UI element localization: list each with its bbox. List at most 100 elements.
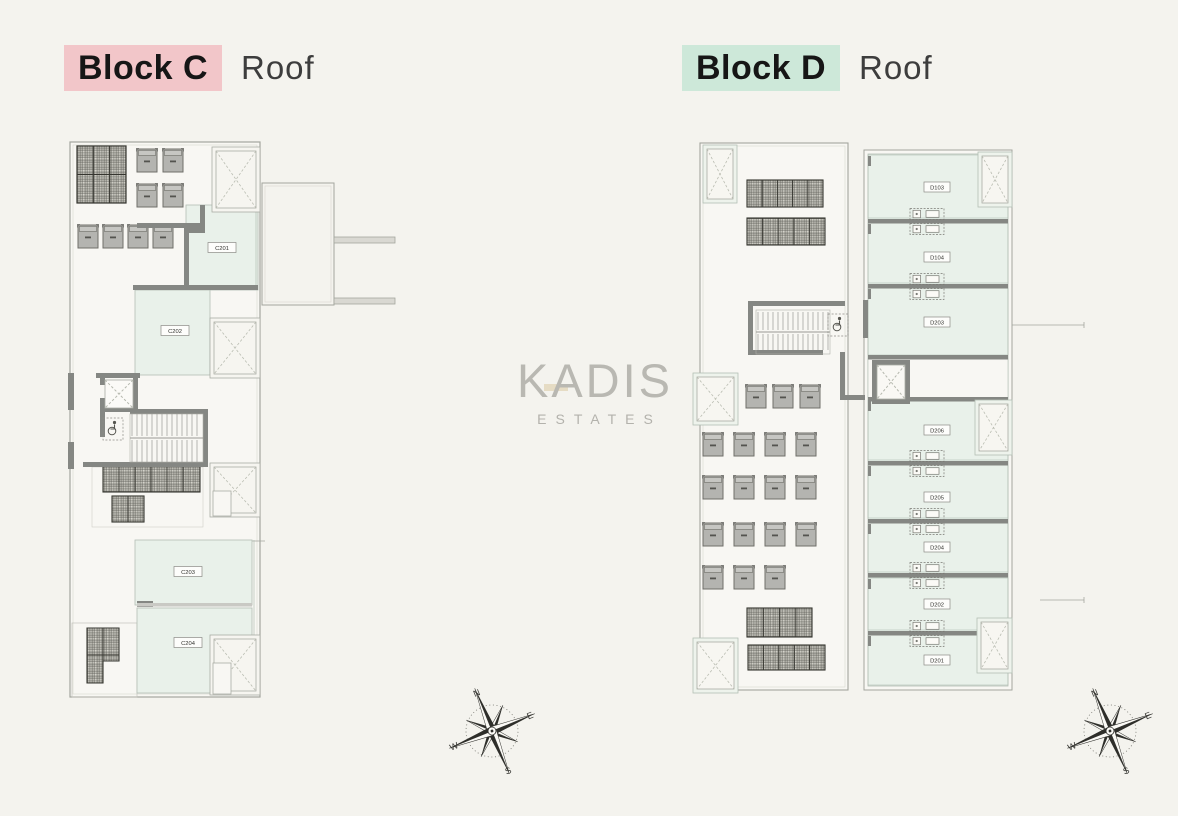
skylight <box>209 317 261 379</box>
skylight <box>976 617 1013 674</box>
room-d202 <box>867 577 1009 631</box>
solar-panel-arrays <box>76 145 201 684</box>
ac-unit <box>701 474 725 500</box>
room-label-text: C203 <box>181 570 195 576</box>
compass-star <box>1050 671 1170 791</box>
kadis-subtitle: ESTATES <box>537 411 662 427</box>
ac-unit <box>135 182 159 208</box>
block-c-title: Block C <box>64 45 223 91</box>
solar-panel-array <box>746 607 813 638</box>
skylight <box>702 144 738 204</box>
ac-unit <box>794 521 818 547</box>
block-c-rooms <box>134 204 259 694</box>
ac-unit <box>771 383 795 409</box>
compass-e: E <box>1143 710 1152 722</box>
ac-unit <box>744 383 768 409</box>
room-label: D206 <box>923 424 951 436</box>
skylight <box>211 146 261 213</box>
room-label-text: D201 <box>930 659 944 665</box>
room-label-text: D205 <box>930 496 944 502</box>
staircase <box>755 309 831 355</box>
elevator-shaft <box>104 379 134 409</box>
room-label-text: D206 <box>930 429 944 435</box>
room-label: D204 <box>923 541 951 553</box>
ac-unit <box>798 383 822 409</box>
skylights <box>692 144 1013 694</box>
ac-unit <box>732 474 756 500</box>
kadis-brand-text: KADIS <box>516 354 674 407</box>
room-label: C202 <box>160 325 190 336</box>
ac-unit <box>135 147 159 173</box>
solar-panel-array <box>747 644 826 671</box>
staircase <box>129 413 204 463</box>
solar-panel-array <box>746 217 826 246</box>
elevator-shaft <box>872 360 910 404</box>
solar-panel-arrays <box>746 179 826 671</box>
ac-unit <box>701 431 725 457</box>
room-label-text: C202 <box>168 329 182 335</box>
ac-unit <box>161 147 185 173</box>
room-label-text: D202 <box>930 603 944 609</box>
room-label: D201 <box>923 654 951 666</box>
kadis-watermark: KADIS ESTATES <box>505 356 685 428</box>
compass-star <box>432 671 552 791</box>
room-labels: D103 D104 D203 D206 D205 D204 D202 D201 <box>923 181 951 666</box>
block-c-floor-label: Roof <box>241 49 315 86</box>
ac-unit <box>701 564 725 590</box>
ac-unit <box>763 431 787 457</box>
skylight <box>209 634 261 696</box>
ac-unit <box>763 474 787 500</box>
ac-unit <box>161 182 185 208</box>
room-label-text: D103 <box>930 186 944 192</box>
room-divider-walls <box>868 156 1008 646</box>
ac-unit <box>732 564 756 590</box>
compass-n: N <box>472 687 482 699</box>
ac-unit <box>794 474 818 500</box>
block-d-plan: D103 D104 D203 D206 D205 D204 D202 D201 <box>692 142 1085 694</box>
block-c-plan: C201 C202 C203 C204 <box>68 141 396 698</box>
ac-unit <box>732 521 756 547</box>
room-label: D103 <box>923 181 951 193</box>
compass-n: N <box>1090 687 1100 699</box>
block-d-floor-label: Roof <box>859 49 933 86</box>
room-label-text: D203 <box>930 321 944 327</box>
ac-unit <box>763 564 787 590</box>
skylight <box>209 462 261 518</box>
room-label-text: D204 <box>930 546 945 552</box>
compass-rose: N E S W <box>1050 669 1170 793</box>
room-label: D203 <box>923 316 951 328</box>
room-label: C204 <box>173 637 203 648</box>
wheelchair-icon <box>827 313 849 337</box>
solar-panel-array <box>102 464 201 493</box>
skylight <box>974 399 1013 456</box>
walls <box>748 300 868 400</box>
room-label: C203 <box>173 566 203 577</box>
room-label-text: C204 <box>181 641 196 647</box>
block-d-title: Block D <box>682 45 841 91</box>
compass-s: S <box>1121 765 1130 777</box>
skylight <box>692 637 739 694</box>
kadis-logo-accent <box>544 384 568 391</box>
compass-s: S <box>503 765 512 777</box>
ac-unit <box>794 431 818 457</box>
solar-panel-array <box>746 179 824 208</box>
room-label: D202 <box>923 598 951 610</box>
compass-e: E <box>525 710 534 722</box>
room-label-text: D104 <box>930 256 945 262</box>
solar-panel-array <box>111 495 145 523</box>
compass-w: W <box>448 740 460 753</box>
wheelchair-icon <box>102 417 124 441</box>
room-divider <box>137 603 252 607</box>
room-label-text: C201 <box>215 246 229 252</box>
kadis-logo: KADIS <box>505 356 685 406</box>
room-labels: C201 C202 C203 C204 <box>160 242 237 648</box>
skylight <box>692 372 739 426</box>
skylights <box>209 146 261 696</box>
ac-unit <box>732 431 756 457</box>
solar-panel-array <box>86 627 120 684</box>
ac-unit <box>101 223 125 249</box>
room-label: D104 <box>923 251 951 263</box>
skylight <box>977 151 1013 208</box>
room-label: C201 <box>207 242 237 253</box>
